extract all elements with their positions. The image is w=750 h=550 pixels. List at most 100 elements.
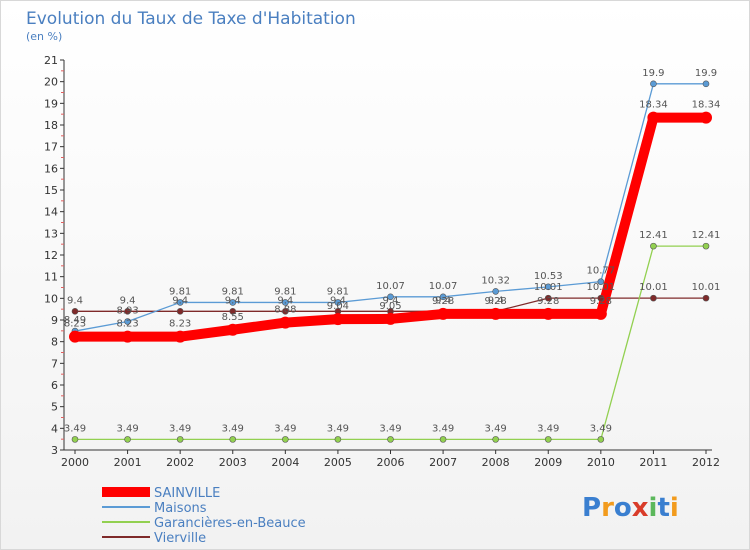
y-tick-label: 12 — [44, 249, 58, 262]
data-label: 9.04 — [327, 301, 349, 312]
data-label: 3.49 — [379, 423, 401, 434]
x-tick-label: 2011 — [639, 456, 667, 469]
data-point — [702, 80, 710, 88]
data-point — [124, 436, 131, 443]
x-tick-label: 2010 — [587, 456, 615, 469]
y-tick-label: 9 — [51, 314, 58, 327]
data-point — [282, 299, 289, 306]
data-point — [594, 307, 607, 320]
data-label: 3.49 — [327, 423, 349, 434]
data-label: 9.4 — [330, 295, 346, 306]
legend-label: Vierville — [154, 531, 206, 546]
y-tick-label: 13 — [44, 227, 58, 240]
brand-letter: t — [657, 493, 669, 523]
y-tick-label: 3 — [51, 444, 58, 457]
data-label: 8.93 — [116, 306, 138, 317]
y-tick-label: 19 — [44, 97, 58, 110]
data-label: 3.49 — [537, 423, 559, 434]
data-point — [124, 318, 131, 325]
data-label: 9.4 — [277, 295, 293, 306]
data-label: 9.4 — [172, 295, 188, 306]
brand-logo: Proxiti — [582, 493, 679, 523]
data-point — [226, 323, 239, 336]
data-label: 9.28 — [537, 296, 559, 307]
data-point — [229, 308, 237, 315]
data-label: 12.41 — [692, 230, 721, 241]
x-tick-label: 2005 — [324, 456, 352, 469]
data-label: 3.49 — [432, 423, 454, 434]
x-tick-label: 2001 — [114, 456, 142, 469]
x-tick-label: 2007 — [429, 456, 457, 469]
data-point — [334, 299, 342, 306]
legend-label: Maisons — [154, 501, 207, 516]
data-label: 3.49 — [485, 423, 507, 434]
y-tick-label: 17 — [44, 141, 58, 154]
data-point — [387, 436, 394, 443]
data-point — [544, 283, 552, 291]
data-label: 10.77 — [587, 266, 616, 277]
data-point — [387, 293, 394, 301]
data-label: 9.28 — [590, 296, 612, 307]
data-point — [229, 436, 237, 443]
data-label: 9.4 — [67, 295, 83, 306]
x-tick-label: 2003 — [219, 456, 247, 469]
x-tick-label: 2012 — [692, 456, 720, 469]
brand-letter: i — [670, 493, 679, 523]
data-point — [282, 308, 289, 315]
y-tick-label: 11 — [44, 271, 58, 284]
y-tick-label: 8 — [51, 336, 58, 349]
data-point — [544, 436, 552, 443]
data-label: 9.05 — [379, 301, 401, 312]
brand-letter: x — [632, 493, 649, 523]
data-point — [331, 313, 344, 326]
x-tick-label: 2000 — [61, 456, 89, 469]
data-label: 9.81 — [327, 286, 349, 297]
data-label: 9.4 — [435, 295, 451, 306]
data-label: 10.32 — [481, 275, 510, 286]
data-point — [176, 299, 184, 306]
y-tick-label: 16 — [44, 162, 58, 175]
data-point — [124, 308, 131, 315]
data-point — [702, 294, 710, 302]
y-tick-label: 6 — [51, 379, 58, 392]
data-label: 10.53 — [534, 271, 563, 282]
data-label: 9.4 — [120, 295, 136, 306]
chart-subtitle: (en %) — [26, 30, 62, 43]
data-label: 8.23 — [116, 319, 138, 330]
data-point — [650, 294, 657, 302]
data-label: 19.9 — [695, 68, 717, 79]
data-point — [492, 288, 499, 295]
data-point — [492, 436, 499, 443]
data-point — [229, 299, 237, 306]
data-point — [71, 308, 79, 315]
data-label: 8.23 — [64, 319, 86, 330]
data-label: 9.81 — [222, 286, 244, 297]
data-point — [542, 307, 555, 320]
data-point — [439, 293, 447, 301]
brand-letter: i — [649, 493, 658, 523]
data-label: 9.4 — [383, 295, 399, 306]
data-label: 3.49 — [64, 423, 86, 434]
chart-title: Evolution du Taux de Taxe d'Habitation — [26, 9, 356, 29]
data-point — [650, 242, 657, 250]
data-label: 9.4 — [488, 295, 504, 306]
data-label: 3.49 — [274, 423, 296, 434]
y-tick-label: 4 — [51, 422, 58, 435]
x-tick-label: 2008 — [482, 456, 510, 469]
data-label: 3.49 — [222, 423, 244, 434]
data-label: 3.49 — [116, 423, 138, 434]
y-tick-label: 18 — [44, 119, 58, 132]
data-point — [334, 436, 342, 443]
x-tick-label: 2002 — [166, 456, 194, 469]
data-label: 10.01 — [534, 282, 563, 293]
data-point — [700, 111, 712, 124]
y-tick-label: 20 — [44, 76, 58, 89]
legend-label: SAINVILLE — [154, 486, 220, 501]
data-point — [489, 307, 502, 320]
data-point — [176, 308, 184, 315]
data-label: 8.55 — [222, 312, 244, 323]
data-label: 10.01 — [692, 282, 721, 293]
data-label: 9.4 — [225, 295, 241, 306]
